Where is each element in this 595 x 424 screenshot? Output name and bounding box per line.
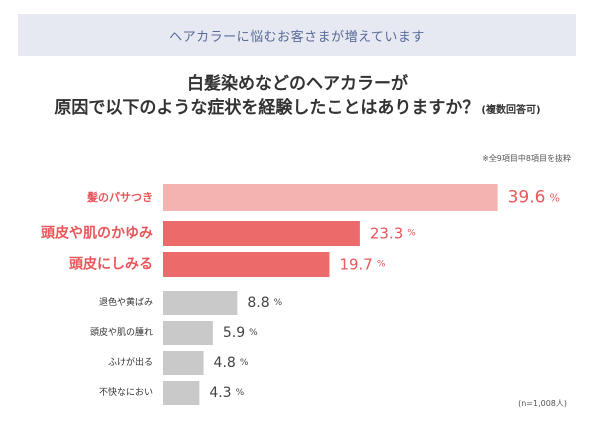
bar-6 — [163, 351, 204, 375]
category-label-7: 不快なにおい — [99, 386, 153, 398]
chart-title: 白髪染めなどのヘアカラーが 原因で以下のような症状を経験したことはありますか？(… — [0, 72, 595, 123]
value-label-6: 4.8% — [214, 355, 249, 371]
bar-5 — [163, 321, 213, 345]
value-label-4: 8.8% — [247, 295, 282, 311]
value-label-2: 23.3% — [370, 225, 416, 243]
value-label-5: 5.9% — [223, 325, 258, 341]
bar-7 — [163, 381, 200, 405]
value-label-3: 19.7% — [339, 256, 385, 274]
title-line-2-text: 原因で以下のような症状を経験したことはありますか？ — [54, 98, 480, 118]
excerpt-note: ※全9項目中8項目を抜粋 — [482, 154, 571, 163]
category-label-3: 頭皮にしみる — [69, 256, 153, 273]
category-label-1: 髪のパサつき — [86, 190, 153, 204]
category-label-6: ふけが出る — [108, 356, 153, 368]
bar-2 — [163, 221, 360, 246]
category-label-5: 頭皮や肌の腫れ — [90, 326, 153, 338]
title-line-1: 白髪染めなどのヘアカラーが — [187, 74, 408, 94]
title-line-2: 原因で以下のような症状を経験したことはありますか？ (複数回答可) — [0, 96, 595, 123]
header-banner: ヘアカラーに悩むお客さまが増えています — [18, 14, 576, 56]
banner-text: ヘアカラーに悩むお客さまが増えています — [169, 29, 425, 45]
bar-3 — [163, 252, 330, 277]
value-label-7: 4.3% — [209, 385, 244, 401]
bar-1 — [163, 184, 498, 211]
value-label-1: 39.6% — [508, 188, 560, 208]
category-label-2: 頭皮や肌のかゆみ — [41, 225, 153, 242]
category-label-4: 退色や黄ばみ — [99, 296, 153, 308]
sample-size: (n=1,008人) — [518, 399, 567, 408]
bar-4 — [163, 291, 238, 315]
title-note: (複数回答可) — [481, 105, 541, 116]
